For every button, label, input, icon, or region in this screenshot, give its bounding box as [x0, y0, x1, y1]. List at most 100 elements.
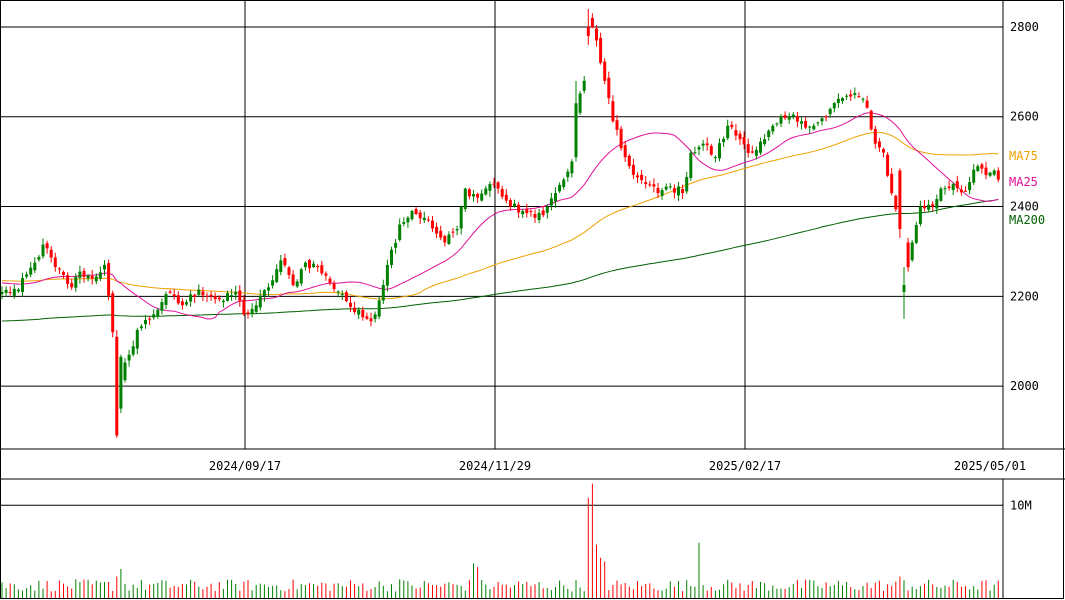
candle-up [713, 157, 717, 159]
legend-ma25: MA25 [1009, 175, 1038, 189]
candle-up [402, 222, 406, 224]
candle-up [33, 262, 37, 271]
candle-down [496, 182, 500, 189]
candle-up [701, 143, 705, 146]
candle-up [845, 95, 849, 97]
candle-up [685, 176, 689, 192]
candle-down [746, 144, 750, 154]
candle-down [451, 231, 455, 233]
axis-labels: 2000 2200 2400 2600 2800 10M 2024/09/17 2024/11… [209, 20, 1045, 512]
candle-up [558, 184, 562, 192]
candle-up [197, 289, 201, 295]
candle-up [664, 186, 668, 190]
candle-down [984, 167, 988, 176]
candle-up [164, 294, 168, 305]
candle-down [62, 271, 65, 275]
price-tick-label: 2000 [1010, 379, 1039, 393]
candle-up [939, 188, 943, 201]
candle-down [599, 37, 603, 63]
candle-down [824, 116, 828, 118]
candle-up [918, 206, 922, 224]
candle-up [279, 260, 283, 273]
candle-up [578, 93, 582, 113]
candle-down [308, 260, 311, 269]
candle-down [517, 204, 521, 213]
candle-down [648, 184, 652, 186]
candle-up [968, 182, 972, 191]
candle-down [898, 170, 902, 229]
candle-down [492, 183, 496, 185]
candle-up [472, 194, 475, 197]
candle-up [98, 272, 102, 279]
candle-up [549, 198, 553, 206]
candle-up [25, 274, 29, 277]
candle-down [172, 294, 176, 297]
candle-down [504, 194, 508, 201]
date-tick-label: 2025/05/01 [954, 459, 1026, 473]
candle-up [545, 206, 549, 213]
candle-up [972, 169, 976, 183]
candle-up [230, 295, 234, 297]
candle-up [37, 256, 41, 260]
candle-up [103, 264, 106, 270]
candle-up [303, 262, 307, 268]
candle-down [623, 145, 627, 158]
candle-down [90, 275, 94, 279]
candle-down [533, 213, 537, 218]
legend-ma75: MA75 [1009, 149, 1038, 163]
candle-down [205, 295, 209, 297]
candle-down [287, 267, 291, 275]
candle-up [927, 204, 931, 210]
legend-ma200: MA200 [1009, 213, 1045, 227]
candle-down [742, 137, 746, 145]
candle-down [467, 189, 471, 197]
candle-up [336, 291, 340, 293]
candle-down [66, 275, 70, 284]
candle-down [644, 182, 648, 185]
candle-down [201, 291, 205, 296]
candle-down [730, 124, 734, 128]
candle-up [189, 294, 193, 302]
candle-up [988, 172, 992, 176]
candle-up [951, 184, 955, 191]
candle-up [41, 244, 45, 257]
candle-up [779, 116, 783, 124]
candle-down [894, 195, 898, 210]
candle-up [16, 289, 20, 292]
candle-down [959, 189, 963, 193]
candle-up [726, 125, 730, 139]
candle-up [234, 291, 238, 295]
candle-down [57, 268, 61, 270]
candle-up [812, 125, 816, 130]
candle-up [754, 149, 758, 156]
candle-up [295, 281, 299, 287]
candle-down [525, 209, 529, 214]
candle-up [390, 249, 393, 265]
candle-up [722, 138, 726, 143]
candle-up [94, 276, 98, 282]
candle-down [209, 294, 213, 297]
candle-down [361, 309, 365, 318]
candle-down [324, 273, 328, 276]
candle-up [385, 264, 389, 286]
candle-down [906, 242, 910, 268]
date-tick-label: 2025/02/17 [709, 459, 781, 473]
candle-down [656, 188, 660, 194]
candle-down [923, 206, 926, 209]
price-tick-label: 2800 [1010, 20, 1039, 34]
candle-down [8, 292, 12, 294]
candle-up [791, 114, 795, 117]
candle-down [435, 226, 439, 234]
candle-down [180, 301, 184, 306]
candle-down [795, 115, 799, 122]
candle-up [254, 305, 258, 312]
candle-up [660, 190, 664, 196]
date-tick-label: 2024/09/17 [209, 459, 281, 473]
price-tick-label: 2600 [1010, 110, 1039, 124]
candle-up [910, 242, 914, 261]
candle-down [320, 265, 324, 274]
candle-up [144, 319, 147, 325]
candle-up [123, 362, 127, 381]
